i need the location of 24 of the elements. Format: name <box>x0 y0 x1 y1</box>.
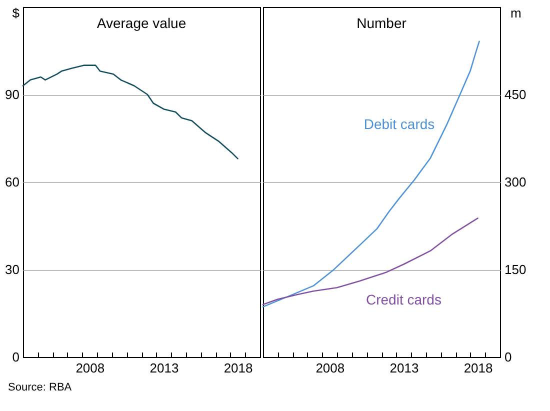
x-tick-label: 2013 <box>150 360 179 376</box>
text: Average value <box>96 15 186 31</box>
x-tick-label: 2018 <box>224 360 253 376</box>
line-series <box>262 40 480 308</box>
y-axis-title: $ <box>12 6 20 20</box>
series-label: Debit cards <box>364 116 435 132</box>
x-tick-label: 2008 <box>316 360 345 376</box>
x-tick-label: 2018 <box>464 360 493 376</box>
line-series <box>262 218 478 306</box>
y-tick-label: 150 <box>504 262 526 277</box>
source-note: Source: RBA <box>8 382 72 394</box>
series-label: Credit cards <box>366 291 442 308</box>
line-series <box>22 64 238 160</box>
y-axis-title: m <box>510 6 522 20</box>
y-tick-label: 300 <box>504 174 526 190</box>
y-tick-label: 30 <box>5 262 20 277</box>
x-tick-label: 2008 <box>76 360 105 376</box>
text: Number <box>356 15 407 31</box>
x-tick-label: 2013 <box>390 360 419 376</box>
y-tick-label: 0 <box>12 350 20 364</box>
y-tick-label: 90 <box>5 87 20 102</box>
y-tick-label: 0 <box>504 350 512 364</box>
y-tick-label: 450 <box>504 87 526 102</box>
y-tick-label: 60 <box>5 174 20 190</box>
